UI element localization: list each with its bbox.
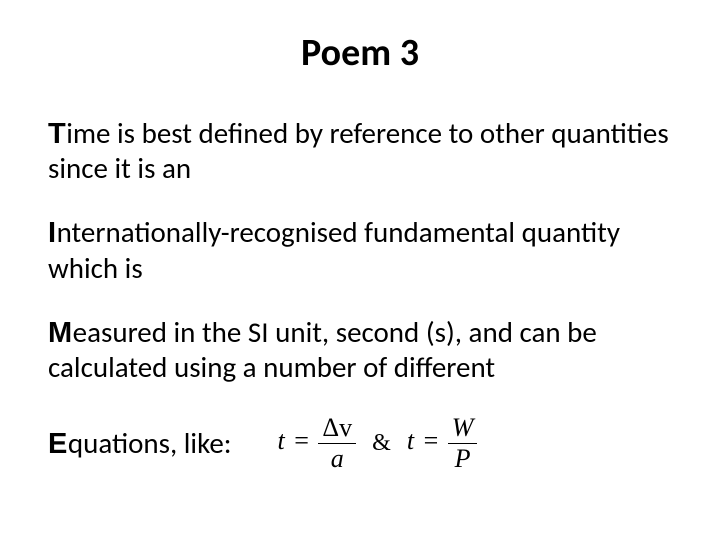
acrostic-initial: E [48, 428, 68, 460]
stanza-text: ime is best defined by reference to othe… [48, 115, 669, 186]
eq-lhs: t [407, 426, 414, 455]
slide: Poem 3 Time is best defined by reference… [0, 0, 720, 540]
stanza-2: Internationally-recognised fundamental q… [48, 215, 672, 284]
stanza-1: Time is best defined by reference to oth… [48, 116, 672, 185]
stanza-4: Equations, like: [48, 426, 232, 461]
eq-lhs: t [278, 426, 285, 455]
stanza-3: Measured in the SI unit, second (s), and… [48, 315, 672, 384]
eq2-numerator: W [452, 413, 474, 442]
fraction-icon: Δv a [318, 414, 356, 472]
ampersand-icon: & [366, 429, 397, 457]
stanza-text: quations, like: [68, 425, 232, 461]
equals-icon: = [291, 426, 312, 455]
equals-icon: = [421, 426, 442, 455]
eq2-denominator: P [455, 444, 471, 473]
fraction-icon: W P [448, 414, 478, 472]
acrostic-initial: T [48, 118, 66, 150]
eq1-denominator: a [331, 444, 344, 473]
stanza-text: nternationally-recognised fundamental qu… [48, 214, 620, 285]
eq2: t = W P [407, 414, 478, 472]
acrostic-initial: I [48, 217, 57, 249]
stanza-text: easured in the SI unit, second (s), and … [48, 314, 597, 385]
acrostic-initial: M [48, 317, 73, 349]
eq1-numerator: Δv [322, 413, 352, 442]
slide-title: Poem 3 [48, 30, 672, 76]
stanza-4-row: Equations, like: t = Δv a & t = W P [48, 414, 672, 472]
equations-block: t = Δv a & t = W P [278, 414, 478, 472]
eq1: t = Δv a [278, 414, 357, 472]
